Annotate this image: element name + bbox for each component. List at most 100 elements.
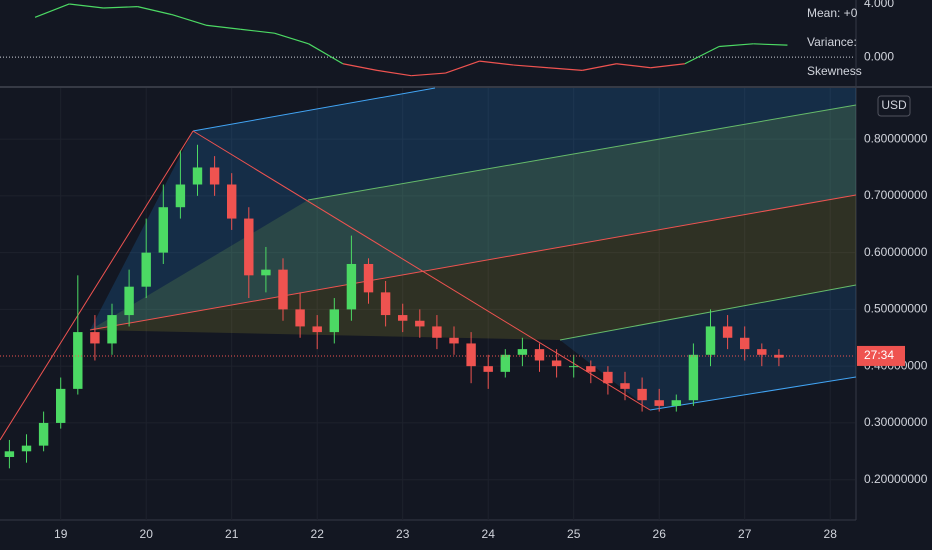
candle-body [38, 422, 49, 446]
indicator-line [411, 72, 446, 77]
candle-body [722, 326, 733, 338]
candle-body [73, 332, 83, 389]
pitchfork-median [89, 194, 857, 331]
currency: USD [881, 98, 907, 112]
candle-body [398, 315, 408, 321]
indicator-line [548, 67, 583, 71]
x-tick-label: 20 [140, 527, 154, 541]
candle-body [603, 371, 613, 384]
candle-body [312, 326, 322, 333]
candle-body [278, 269, 288, 310]
x-tick-label: 19 [54, 527, 68, 541]
candle-body [415, 320, 425, 327]
price-badge [857, 345, 905, 366]
indicator-line [34, 3, 70, 18]
candle-body [21, 445, 32, 452]
x-tick-label: 27 [738, 527, 752, 541]
indicator-line [308, 43, 344, 65]
candle-body [774, 354, 784, 358]
candle-body [620, 383, 630, 389]
marks: 0.200000000.300000000.400000000.50000000… [0, 0, 928, 541]
candle-body [688, 354, 699, 401]
indicator-line [684, 45, 720, 65]
candle-body [107, 315, 117, 344]
indicator-tick-label: 4.000 [864, 0, 894, 10]
y-tick-label: 0.30000000 [864, 415, 928, 429]
candle-body [261, 269, 271, 276]
x-tick-label: 28 [824, 527, 838, 541]
candle-body [192, 167, 203, 185]
indicator-line [582, 63, 617, 71]
candle-body [158, 207, 169, 253]
y-tick-label: 0.50000000 [864, 302, 928, 316]
x-tick-label: 23 [396, 527, 410, 541]
candle-body [141, 252, 151, 287]
candle-body [209, 167, 220, 185]
candle-body [432, 326, 442, 338]
x-tick-label: 22 [311, 527, 325, 541]
candle-body [4, 451, 15, 457]
candle-body [586, 366, 596, 372]
candle-body [551, 360, 562, 367]
candle-body [380, 292, 391, 316]
indicator-line [205, 24, 241, 30]
indicator-line [376, 69, 412, 77]
y-tick-label: 0.70000000 [864, 188, 928, 202]
indicator-line [719, 43, 754, 48]
candle-body [329, 309, 340, 333]
candle-body [295, 309, 305, 327]
pitchfork-line [649, 376, 857, 411]
indicator-line [479, 60, 514, 66]
y-tick-label: 0.80000000 [864, 131, 928, 145]
candle-body [175, 184, 186, 208]
indicator-line [137, 6, 172, 16]
indicator-line [103, 6, 138, 9]
currency-badge [877, 95, 911, 117]
indicator-line [274, 32, 309, 45]
indicator-label: Skewness [807, 64, 862, 78]
candle-body [244, 218, 254, 276]
candle-body [705, 326, 716, 355]
candle-body [363, 263, 374, 293]
y-tick-label: 0.20000000 [864, 472, 928, 486]
candle-body [569, 366, 579, 368]
pitchfork-line [307, 104, 857, 201]
candle-body [654, 400, 664, 406]
candle-body [90, 332, 100, 344]
pitchfork-handle [0, 130, 194, 441]
pitchfork-line [192, 87, 436, 132]
x-tick-label: 26 [653, 527, 667, 541]
indicator-line [616, 63, 651, 69]
candle-body [483, 366, 493, 372]
indicator-line [513, 64, 549, 69]
candle-body [500, 354, 511, 372]
indicator-line [753, 43, 788, 46]
indicator-line [69, 3, 104, 9]
candle-body [757, 349, 767, 355]
indicator-line [240, 28, 275, 34]
indicator-label: Mean: +0 [807, 6, 858, 20]
candle-body [56, 388, 66, 423]
price-label: 27:34 [864, 348, 894, 362]
candle-body [517, 349, 528, 355]
candle-body [740, 337, 750, 350]
candle-body [534, 349, 545, 361]
candle-body [637, 388, 647, 401]
x-tick-label: 24 [482, 527, 496, 541]
pitchfork-line [559, 284, 857, 341]
indicator-line [342, 63, 378, 71]
indicator-label: Variance: [807, 35, 857, 49]
x-tick-label: 21 [225, 527, 239, 541]
x-tick-label: 25 [567, 527, 581, 541]
candle-body [466, 343, 476, 367]
pitchfork-fill-top [90, 88, 856, 330]
indicator-line [650, 63, 685, 69]
candle-body [346, 263, 357, 310]
candle-body [449, 337, 459, 344]
indicator-line [445, 60, 480, 74]
candle-body [124, 286, 134, 316]
candle-body [227, 184, 237, 219]
indicator-line [171, 14, 207, 26]
